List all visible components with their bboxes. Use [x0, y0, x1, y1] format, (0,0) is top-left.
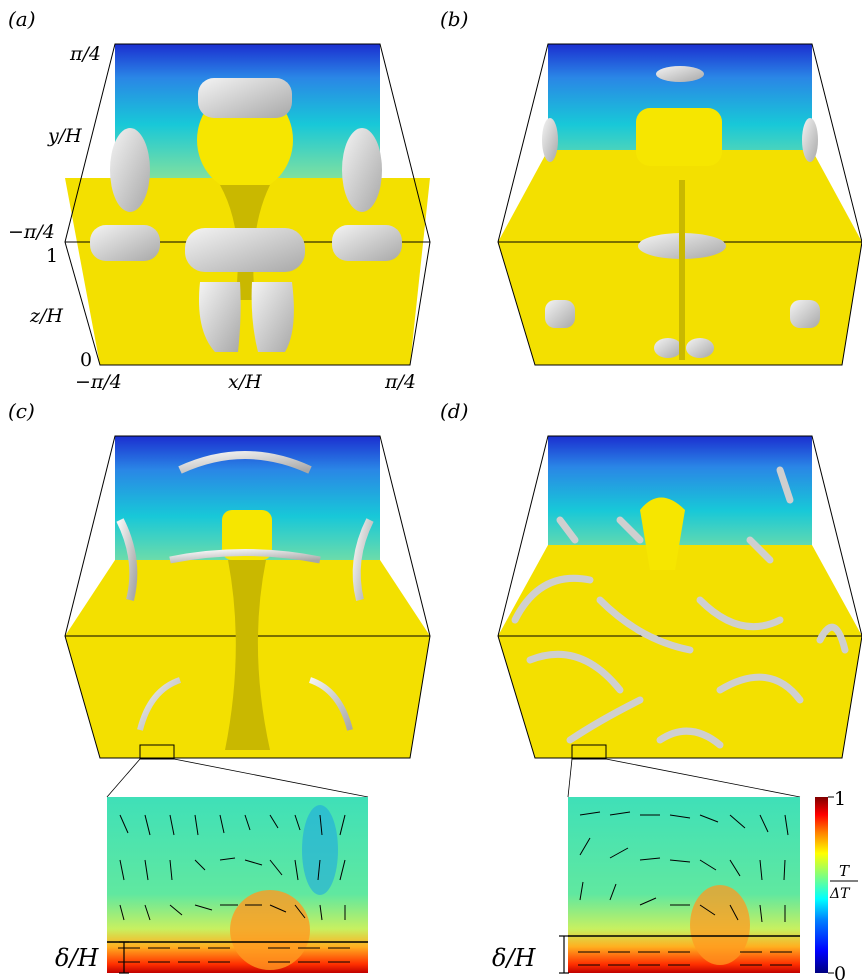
panel-c-zoom-box — [139, 744, 175, 760]
axis-y-top: π/4 — [69, 43, 101, 65]
axis-x-label: x/H — [228, 371, 262, 393]
zoom-left: δ/H — [55, 758, 369, 974]
panel-c-plume-stem — [225, 560, 270, 750]
panel-b — [497, 43, 862, 366]
zoom-right-connector-right — [605, 758, 801, 798]
zoom-left-warm-blob — [230, 890, 310, 970]
panel-a-vortex-mid — [185, 228, 305, 272]
panel-b-vortex-ll — [545, 300, 575, 328]
colorbar-label-denominator: ΔT — [829, 886, 851, 902]
panel-c-plume — [222, 510, 272, 560]
zoom-right-warm-blob — [690, 885, 750, 965]
panel-a-vortex-left — [110, 128, 150, 212]
panel-d-turbulent-vortices — [511, 466, 849, 749]
panel-a-vortex-leg-left — [199, 282, 241, 352]
panel-c — [64, 435, 431, 760]
colorbar-label-numerator: T — [839, 862, 850, 880]
panel-a-vortex-left-low — [90, 225, 160, 261]
colorbar-min-label: 0 — [834, 963, 846, 980]
panel-b-plume — [636, 108, 722, 166]
colorbar: 1 0 T ΔT — [815, 788, 858, 980]
panel-d-label: (d) — [440, 399, 468, 423]
axis-x-right: π/4 — [384, 371, 416, 393]
panel-a-vortex-right-low — [332, 225, 402, 261]
panel-b-label: (b) — [440, 7, 468, 31]
zoom-left-connector-right — [173, 758, 369, 798]
panel-d-floor-surface — [498, 545, 862, 758]
axis-z-top: 1 — [46, 245, 58, 267]
zoom-right-vectors — [578, 811, 792, 966]
colorbar-gradient — [815, 797, 828, 973]
panel-c-vortex-arc-mid — [169, 549, 321, 564]
axis-y-label: y/H — [47, 125, 82, 147]
zoom-right-delta-label: δ/H — [492, 944, 537, 972]
panel-d-back-wall — [548, 436, 812, 560]
panel-c-vortex-low-left — [137, 677, 182, 731]
panel-b-vortex-bottom-left — [654, 338, 682, 358]
colorbar-max-label: 1 — [834, 788, 846, 810]
panel-c-vortex-low-right — [308, 677, 353, 731]
panel-a-vortex-top — [198, 78, 292, 118]
panel-a-vortex-right — [342, 128, 382, 212]
panel-b-vortex-left — [542, 118, 558, 162]
panel-c-vortex-arc-top — [178, 451, 312, 474]
zoom-left-cool-streak — [302, 805, 338, 895]
zoom-right-connector-left — [567, 758, 573, 798]
zoom-right: δ/H — [492, 758, 801, 974]
panel-a-vortex-leg-right — [251, 282, 294, 352]
axis-z-bottom: 0 — [80, 349, 92, 371]
panel-b-vortex-top — [656, 66, 704, 82]
axis-x-left: −π/4 — [75, 371, 122, 393]
axis-z-label: z/H — [29, 305, 63, 327]
panel-d-plume — [640, 497, 685, 570]
zoom-left-vectors — [118, 814, 350, 963]
panel-d-zoom-box — [571, 744, 607, 760]
panel-c-vortex-right — [352, 518, 374, 601]
panel-d — [497, 435, 862, 760]
zoom-left-delta-label: δ/H — [55, 944, 100, 972]
panel-b-vortex-lr — [790, 300, 820, 328]
panel-b-vortex-right — [802, 118, 818, 162]
panel-a — [64, 43, 431, 366]
axis-y-bottom: −π/4 — [8, 221, 55, 243]
panel-b-vortex-bottom-right — [686, 338, 714, 358]
panel-a-label: (a) — [8, 7, 36, 31]
zoom-right-field — [568, 797, 800, 973]
zoom-left-connector-left — [106, 758, 141, 798]
panel-c-vortex-left — [116, 518, 138, 601]
panel-c-label: (c) — [8, 399, 35, 423]
